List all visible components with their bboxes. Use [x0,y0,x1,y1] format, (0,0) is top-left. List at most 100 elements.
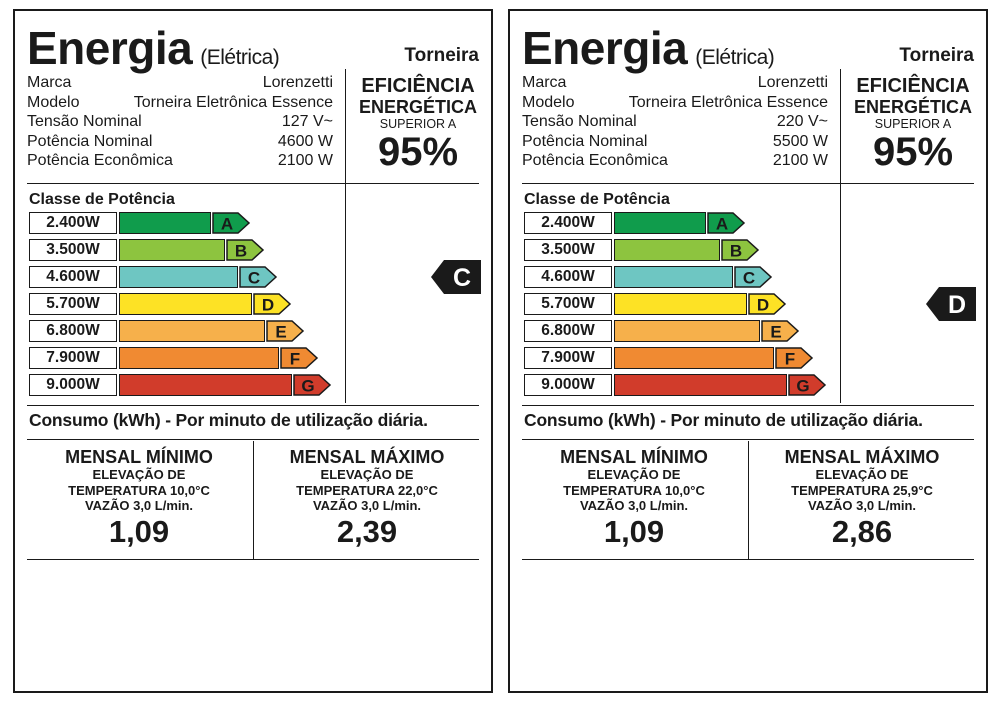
max-line3: VAZÃO 3,0 L/min. [312,498,422,513]
class-watts: 5.700W [29,293,117,315]
divider [840,183,841,403]
class-letter: E [770,323,781,342]
class-letter-arrow: E [266,320,305,342]
efficiency-box: EFICIÊNCIA ENERGÉTICA SUPERIOR A 95% [840,71,986,173]
class-letter: D [756,296,768,315]
divider [345,183,346,403]
rating-letter: C [453,264,471,292]
max-value: 2,39 [336,513,398,549]
efficiency-line1: EFICIÊNCIA [856,75,970,97]
divider [522,439,974,440]
class-letter-arrow: D [252,293,291,315]
class-bar [119,347,279,369]
spec-row-eco-power: Potência Econômica 2100 W [522,152,828,170]
class-bar [119,374,292,396]
efficiency-line3: SUPERIOR A [874,117,952,131]
min-line3: VAZÃO 3,0 L/min. [84,498,194,513]
min-heading: MENSAL MÍNIMO [65,447,213,467]
consumption-min: MENSAL MÍNIMO ELEVAÇÃO DE TEMPERATURA 10… [522,447,746,550]
spec-row-voltage: Tensão Nominal 127 V~ [27,113,333,131]
min-value: 1,09 [108,513,170,549]
class-watts: 9.000W [524,374,612,396]
class-letter-arrow: G [788,374,827,396]
class-letter: E [275,323,286,342]
max-line1: ELEVAÇÃO DE [815,467,909,482]
divider [522,559,974,560]
min-line1: ELEVAÇÃO DE [92,467,186,482]
class-title: Classe de Potência [29,191,175,208]
divider [27,559,479,560]
efficiency-line1: EFICIÊNCIA [361,75,475,97]
class-bar [119,212,211,234]
max-heading: MENSAL MÁXIMO [784,447,940,467]
class-bar [119,320,265,342]
efficiency-value: 95% [872,130,954,174]
min-line2: TEMPERATURA 10,0°C [68,482,210,498]
spec-row-model: Modelo Torneira Eletrônica Essence [27,93,333,111]
efficiency-value: 95% [377,130,459,174]
spec-row-brand: Marca Lorenzetti [27,74,333,91]
spec-row-model: Modelo Torneira Eletrônica Essence [522,93,828,111]
label-subtitle: (Elétrica) [695,46,775,69]
class-bar [614,293,747,315]
class-bar [119,266,238,288]
divider [253,441,254,559]
rating-letter: D [948,291,966,319]
class-watts: 5.700W [524,293,612,315]
max-line2: TEMPERATURA 25,9°C [791,482,933,498]
class-letter-arrow: A [707,212,746,234]
class-watts: 7.900W [524,347,612,369]
efficiency-box: EFICIÊNCIA ENERGÉTICA SUPERIOR A 95% [345,71,491,173]
class-letter: A [221,215,233,234]
label-title: Energia (Elétrica) [522,22,775,74]
class-bar [119,293,252,315]
divider [522,405,974,406]
energy-label-220v: Energia (Elétrica) Torneira Marca Lorenzet… [508,9,988,693]
class-letter-arrow: G [293,374,332,396]
spec-row-power: Potência Nominal 5500 W [522,132,828,150]
consumption-max: MENSAL MÁXIMO ELEVAÇÃO DE TEMPERATURA 25… [750,447,974,550]
class-bar [119,239,225,261]
max-value: 2,86 [831,513,893,549]
consumption-max: MENSAL MÁXIMO ELEVAÇÃO DE TEMPERATURA 22… [255,447,479,550]
class-letter: C [248,269,260,288]
min-heading: MENSAL MÍNIMO [560,447,708,467]
class-letter: C [743,269,755,288]
max-heading: MENSAL MÁXIMO [289,447,445,467]
divider [345,69,346,183]
class-bar [614,347,774,369]
consumption-min: MENSAL MÍNIMO ELEVAÇÃO DE TEMPERATURA 10… [27,447,251,550]
class-letter: A [716,215,728,234]
class-letter-arrow: B [720,239,759,261]
class-letter-arrow: E [761,320,800,342]
spec-row-power: Potência Nominal 4600 W [27,132,333,150]
spec-row-eco-power: Potência Econômica 2100 W [27,152,333,170]
class-bar [614,239,720,261]
class-letter-arrow: D [747,293,786,315]
rating-indicator: C [431,260,481,294]
divider [748,441,749,559]
class-letter: D [261,296,273,315]
class-watts: 3.500W [524,239,612,261]
class-letter: F [289,350,299,369]
label-subtitle: (Elétrica) [200,46,280,69]
class-watts: 2.400W [29,212,117,234]
label-title: Energia (Elétrica) [27,22,280,74]
class-watts: 2.400W [524,212,612,234]
class-letter: B [234,242,246,261]
class-watts: 7.900W [29,347,117,369]
divider [27,183,479,184]
class-bar [614,320,760,342]
class-letter: G [796,377,809,396]
class-letter-arrow: A [212,212,251,234]
max-line3: VAZÃO 3,0 L/min. [807,498,917,513]
efficiency-line2: ENERGÉTICA [358,97,477,117]
class-watts: 4.600W [29,266,117,288]
class-letter-arrow: C [734,266,773,288]
class-bar [614,212,706,234]
class-watts: 9.000W [29,374,117,396]
class-letter-arrow: C [239,266,278,288]
class-watts: 4.600W [524,266,612,288]
class-title: Classe de Potência [524,191,670,208]
efficiency-line3: SUPERIOR A [379,117,457,131]
